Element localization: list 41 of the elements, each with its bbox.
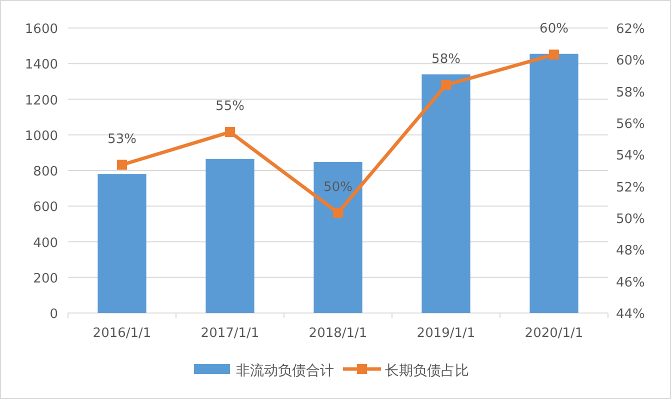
y2-tick-label: 48% (616, 244, 645, 259)
y2-tick-label: 50% (616, 212, 645, 227)
y2-tick-label: 52% (616, 180, 645, 196)
y2-tick-label: 54% (616, 148, 645, 164)
point (549, 50, 559, 60)
x-tick-label: 2017/1/1 (200, 326, 260, 341)
legend-label: 非流动负债合计 (236, 363, 334, 379)
data-label: 58% (432, 52, 460, 67)
bar (98, 174, 146, 313)
y2-tick-label: 44% (616, 307, 645, 322)
bar (314, 162, 362, 313)
y2-tick-label: 56% (616, 117, 645, 132)
bar (206, 158, 254, 313)
y2-tick-label: 58% (616, 85, 645, 100)
point (441, 80, 451, 90)
data-label: 55% (216, 99, 244, 114)
y-tick-label: 200 (33, 271, 58, 286)
x-tick-label: 2018/1/1 (308, 326, 368, 341)
y-tick-label: 1400 (24, 58, 58, 73)
y-tick-label: 1000 (24, 128, 58, 144)
data-label: 53% (108, 132, 136, 147)
y-tick-label: 1200 (24, 93, 58, 108)
point (117, 160, 127, 170)
y-tick-label: 800 (33, 164, 58, 180)
point (333, 208, 343, 218)
y-tick-label: 1600 (24, 22, 58, 37)
y-tick-label: 0 (50, 307, 58, 322)
y-tick-label: 400 (33, 236, 58, 251)
bar (530, 54, 578, 313)
point (225, 127, 235, 138)
data-label: 50% (324, 180, 352, 195)
data-label: 60% (540, 22, 568, 37)
y2-tick-label: 60% (616, 54, 645, 69)
x-tick-label: 2020/1/1 (524, 326, 584, 341)
x-tick-label: 2019/1/1 (416, 326, 476, 341)
x-tick-label: 2016/1/1 (92, 326, 152, 341)
legend-label: 长期负债占比 (385, 363, 469, 379)
y2-tick-label: 62% (616, 22, 645, 37)
bar (422, 74, 470, 313)
y-tick-label: 600 (33, 200, 58, 216)
y2-tick-label: 46% (616, 275, 645, 290)
